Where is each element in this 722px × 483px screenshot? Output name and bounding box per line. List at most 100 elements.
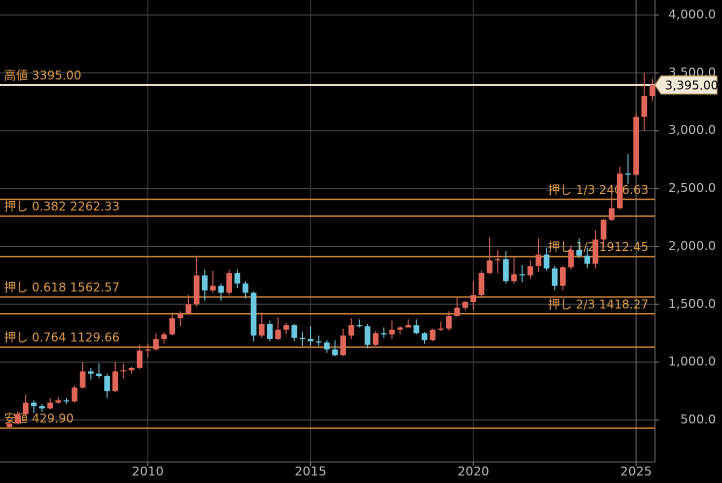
- candle-body: [169, 318, 176, 335]
- candle-body: [446, 315, 452, 329]
- candle-body: [592, 239, 599, 264]
- level-label: 押し 1/2 1912.45: [548, 240, 649, 254]
- y-tick-label: 2,000.0: [668, 238, 716, 253]
- y-tick-label: 1,500.0: [668, 296, 716, 311]
- candle-body: [625, 173, 631, 175]
- candle-body: [413, 325, 420, 334]
- candle-body: [6, 423, 13, 427]
- y-tick-label: 1,000.0: [668, 354, 716, 369]
- candle-body: [486, 260, 493, 274]
- candle-body: [267, 323, 273, 340]
- candle-body: [608, 208, 615, 220]
- candle-body: [478, 273, 485, 296]
- candle-body: [551, 268, 558, 286]
- candle-body: [503, 259, 509, 282]
- candle-body: [641, 96, 648, 117]
- plot-area: [0, 0, 655, 462]
- candle-body: [584, 255, 591, 264]
- candle-body: [136, 350, 143, 368]
- candle-body: [649, 85, 656, 97]
- level-label: 高値 3395.00: [4, 68, 81, 83]
- candle-body: [39, 406, 45, 409]
- level-label: 押し 1/3 2406.63: [548, 183, 649, 197]
- candle-body: [144, 349, 151, 351]
- candle-body: [616, 173, 623, 209]
- y-tick-label: 2,500.0: [668, 180, 716, 195]
- candle-body: [494, 259, 501, 261]
- price-tag-label: 3,395.00: [665, 79, 718, 93]
- candle-body: [454, 307, 460, 316]
- candle-body: [421, 333, 428, 341]
- candle-body: [560, 267, 566, 286]
- level-label: 押し 2/3 1418.27: [548, 297, 649, 311]
- candle-body: [324, 342, 330, 350]
- candle-body: [275, 329, 281, 340]
- x-tick-label: 2015: [295, 464, 327, 479]
- x-tick-label: 2025: [620, 464, 652, 479]
- candle-body: [250, 292, 257, 336]
- candle-body: [356, 325, 363, 327]
- candle-body: [340, 335, 346, 356]
- candle-body: [185, 304, 192, 314]
- candle-body: [210, 285, 216, 291]
- candle-body: [226, 273, 233, 293]
- candle-body: [104, 376, 110, 392]
- candle-body: [120, 370, 127, 372]
- candle-body: [348, 325, 355, 336]
- candle-body: [218, 285, 224, 293]
- candle-body: [87, 371, 94, 374]
- candle-body: [519, 274, 526, 276]
- candle-body: [372, 333, 379, 345]
- candle-body: [47, 402, 53, 409]
- candle-body: [315, 341, 322, 343]
- candle-body: [307, 339, 314, 342]
- candle-body: [63, 400, 70, 402]
- candle-body: [462, 301, 469, 308]
- candle-body: [31, 402, 37, 407]
- y-tick-label: 4,000.0: [668, 7, 716, 22]
- candle-body: [389, 329, 395, 335]
- x-tick-label: 2010: [132, 464, 164, 479]
- candle-body: [511, 274, 517, 282]
- candle-body: [193, 275, 200, 305]
- candle-body: [470, 295, 477, 302]
- candle-body: [14, 414, 21, 424]
- candle-body: [79, 371, 86, 388]
- candle-body: [242, 283, 249, 293]
- candle-body: [71, 387, 78, 402]
- y-tick-label: 3,000.0: [668, 122, 716, 137]
- candle-body: [437, 328, 444, 330]
- candle-body: [161, 334, 167, 340]
- level-label: 押し 0.764 1129.66: [4, 331, 120, 345]
- x-tick-label: 2020: [457, 464, 489, 479]
- candle-body: [397, 327, 403, 330]
- candle-body: [600, 219, 607, 240]
- candle-body: [201, 275, 208, 291]
- candle-body: [380, 333, 387, 335]
- candle-body: [128, 367, 135, 371]
- candle-body: [291, 325, 298, 338]
- candle-body: [234, 273, 241, 284]
- candle-body: [535, 254, 542, 267]
- candle-body: [405, 325, 412, 328]
- candle-body: [177, 313, 184, 319]
- y-tick-label: 500.0: [680, 412, 716, 427]
- candle-body: [22, 402, 29, 415]
- candle-body: [364, 326, 371, 345]
- candle-body: [96, 373, 102, 377]
- candle-body: [568, 249, 574, 268]
- candle-body: [429, 329, 436, 341]
- candle-body: [283, 325, 290, 330]
- candle-body: [633, 116, 639, 175]
- price-tag-shape: [654, 75, 718, 95]
- candle-body: [153, 339, 159, 350]
- level-label: 押し 0.382 2262.33: [4, 200, 120, 214]
- candle-body: [576, 249, 582, 256]
- level-label: 安値 429.90: [4, 411, 74, 426]
- candle-body: [332, 349, 338, 356]
- level-label: 押し 0.618 1562.57: [4, 281, 120, 295]
- candle-body: [299, 337, 306, 340]
- candle-body: [55, 400, 62, 403]
- candle-body: [543, 254, 550, 269]
